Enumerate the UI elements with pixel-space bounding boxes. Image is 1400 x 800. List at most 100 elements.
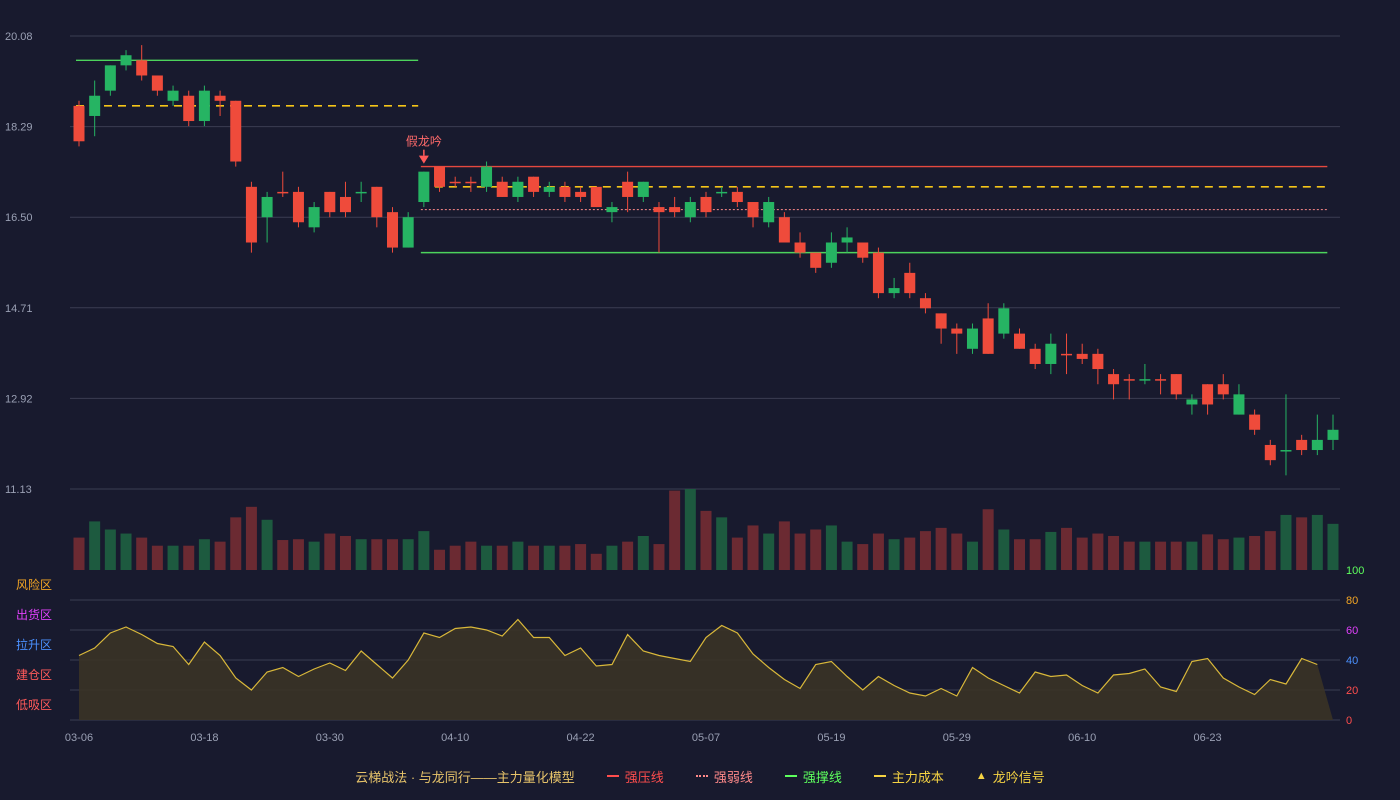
volume-bar: [857, 544, 869, 570]
candle-body: [214, 95, 226, 101]
candle-body: [1108, 374, 1120, 385]
candle-body: [1092, 353, 1104, 370]
volume-bar: [982, 509, 994, 570]
legend-item-strong-support[interactable]: 强撑线: [784, 767, 842, 786]
volume-bar: [1014, 539, 1025, 570]
volume-bar: [1139, 541, 1151, 570]
x-tick-label: 04-22: [567, 732, 595, 744]
candle-body: [841, 237, 853, 243]
volume-bar: [245, 506, 257, 570]
signal-arrow: [418, 155, 429, 164]
price-tick-label: 14.71: [5, 303, 33, 315]
volume-bar: [966, 541, 978, 570]
legend-item-dragon-signal[interactable]: ▲ 龙吟信号: [976, 767, 1045, 786]
volume-bar: [1061, 527, 1073, 570]
candle-body: [575, 191, 587, 197]
volume-bar: [198, 539, 210, 570]
candle-body: [183, 95, 195, 122]
volume-bar: [1233, 537, 1245, 570]
candle-body: [167, 90, 179, 101]
candle-body: [904, 272, 916, 294]
candle-body: [418, 171, 430, 203]
candle-body: [559, 186, 571, 197]
indicator-zone-label: 低吸区: [16, 698, 52, 712]
candle-body: [512, 181, 524, 197]
volume-bar: [590, 553, 602, 570]
volume-bar: [292, 539, 304, 570]
legend-item-strength-line[interactable]: 强弱线: [695, 767, 753, 786]
legend: 云梯战法 · 与龙同行——主力量化模型 强压线 强弱线 强撑线 主力成本 ▲ 龙…: [0, 766, 1400, 786]
volume-bar: [339, 535, 351, 570]
volume-bar: [716, 517, 728, 570]
volume-bar: [888, 539, 900, 570]
candle-body: [966, 328, 978, 349]
legend-swatch: [606, 775, 619, 777]
candle-body: [465, 181, 477, 184]
volume-bar: [1249, 535, 1261, 570]
volume-bar: [449, 545, 461, 570]
candle-body: [324, 191, 336, 213]
signal-label: 假龙吟: [406, 134, 442, 149]
candle-body: [230, 100, 242, 162]
volume-bar: [575, 544, 587, 570]
volume-bar: [731, 537, 743, 570]
volume-bar: [1170, 541, 1182, 570]
volume-bar: [951, 533, 963, 570]
volume-bar: [151, 545, 163, 570]
candle-body: [1123, 379, 1135, 381]
indicator-zone-label: 建仓区: [16, 668, 52, 682]
candle-body: [371, 186, 383, 218]
volume-bar: [1311, 514, 1323, 570]
candle-body: [481, 166, 493, 187]
indicator-tick-label: 40: [1346, 655, 1358, 667]
indicator-tick-label: 20: [1346, 685, 1358, 697]
candle-body: [669, 207, 681, 213]
legend-item-main-cost[interactable]: 主力成本: [873, 767, 944, 786]
candle-body: [731, 191, 743, 203]
candle-body: [778, 217, 790, 243]
volume-bar: [622, 541, 634, 570]
legend-swatch: [873, 775, 886, 777]
candle-body: [982, 318, 994, 354]
price-tick-label: 20.08: [5, 31, 33, 43]
volume-bar: [1327, 523, 1339, 570]
x-tick-label: 03-30: [316, 732, 344, 744]
candle-body: [919, 298, 931, 309]
volume-bar: [1217, 539, 1229, 570]
candle-body: [1170, 374, 1182, 395]
indicator-tick-label: 60: [1346, 625, 1358, 637]
candle-body: [1186, 399, 1198, 405]
volume-bar: [104, 529, 116, 570]
candle-body: [277, 191, 289, 194]
candle-body: [355, 191, 367, 194]
volume-bar: [434, 549, 446, 570]
volume-bar: [684, 489, 696, 570]
volume-bar: [1123, 541, 1135, 570]
candle-body: [104, 65, 116, 91]
candle-body: [794, 242, 806, 253]
volume-bar: [402, 539, 414, 570]
volume-bar: [1280, 514, 1292, 570]
volume-bar: [308, 541, 320, 570]
price-tick-label: 18.29: [5, 122, 33, 134]
indicator-zone-label: 出货区: [16, 607, 52, 622]
indicator-zone-label: 风险区: [16, 577, 52, 592]
volume-bar: [230, 517, 242, 570]
legend-label: 强弱线: [713, 769, 753, 785]
volume-bar: [387, 539, 398, 570]
volume-bar: [841, 541, 853, 570]
candle-body: [402, 217, 414, 248]
x-tick-label: 05-19: [817, 732, 845, 744]
candle-body: [1327, 429, 1339, 440]
volume-bar: [778, 521, 790, 570]
legend-item-strong-pressure[interactable]: 强压线: [606, 767, 664, 786]
candle-body: [1217, 384, 1229, 395]
candle-body: [622, 181, 634, 197]
candle-body: [637, 181, 649, 197]
candle-body: [606, 207, 618, 213]
indicator-area: [79, 619, 1333, 720]
volume-bar: [1092, 533, 1104, 570]
candle-body: [1029, 348, 1041, 364]
candle-body: [716, 191, 728, 194]
